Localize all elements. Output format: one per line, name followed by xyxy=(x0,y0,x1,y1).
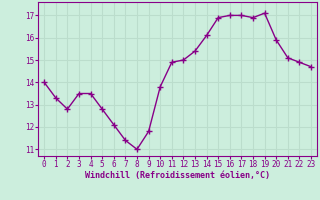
X-axis label: Windchill (Refroidissement éolien,°C): Windchill (Refroidissement éolien,°C) xyxy=(85,171,270,180)
